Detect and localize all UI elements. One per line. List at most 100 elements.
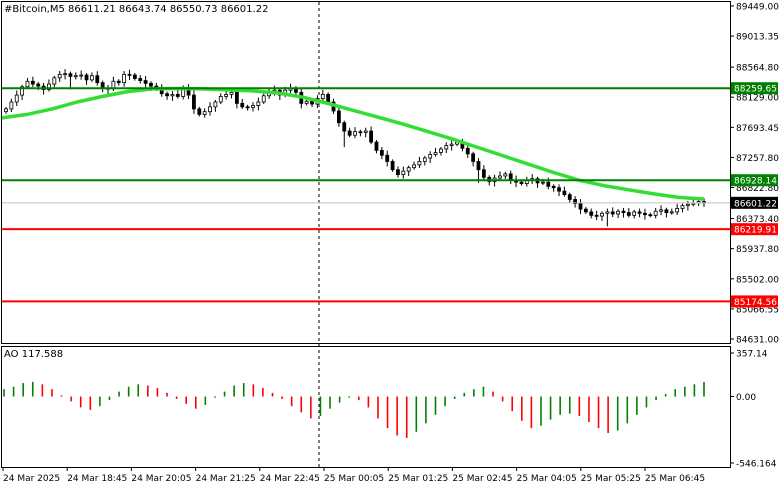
candle-body [406,167,411,172]
candle-body [626,212,631,216]
candle-body [79,74,84,77]
chart-symbol: #Bitcoin,M5 [4,4,65,15]
candle-body [481,169,486,178]
candle-body [256,101,261,106]
candle-body [417,161,422,166]
time-tick-label: 25 Mar 02:45 [452,474,512,484]
time-tick-label: 24 Mar 18:45 [67,474,127,484]
candle-body [90,75,94,81]
candle-body [648,214,653,217]
candle-body [573,199,578,205]
candle-body [342,122,347,132]
candle-body [175,93,180,97]
price-tick-label: 85066.55 [736,305,779,315]
current-price-marker: 86601.22 [2,196,778,209]
candle-body [224,93,229,97]
level-price-tag [731,82,778,95]
candle-body [149,82,153,87]
ao-tick-label: 357.14 [736,350,768,360]
candle-body [659,209,663,212]
time-tick-label: 25 Mar 04:05 [517,474,577,484]
candle-body [138,78,143,81]
price-tick-label: 84631.00 [736,336,779,346]
candle-body [616,210,620,215]
symbol-ohlc-header: #Bitcoin,M5 86611.21 86643.74 86550.73 8… [4,4,268,15]
candle-body [63,73,67,76]
candle-body [320,93,325,99]
level-price-tag [731,174,778,187]
indicator-label: AO 117.588 [4,349,64,360]
time-tick-label: 24 Mar 22:45 [260,474,320,484]
candle-body [84,74,89,81]
candle-body [304,100,309,104]
pane-frames [1,1,731,468]
candle-body [68,73,73,77]
candle-body [20,86,25,96]
candle-body [498,175,502,179]
time-axis: 24 Mar 2025 24 Mar 18:45 24 Mar 20:05 24 Ma… [2,467,705,484]
candle-body [261,95,266,103]
candle-body [428,154,433,159]
level-price-label: 86928.14 [734,177,777,187]
candle-body [30,80,35,85]
candle-body [508,173,513,181]
price-tick-label: 88564.80 [736,64,779,74]
candle-body [583,208,588,213]
time-tick-label: 25 Mar 01:25 [388,474,448,484]
candle-body [680,205,685,209]
candle-body [637,211,642,214]
candle-body [47,83,51,90]
ao-pane-frame [1,346,731,468]
candle-body [594,214,599,217]
candle-body [541,181,545,184]
candle-body [127,73,132,76]
candle-body [439,148,443,153]
ao-histogram [3,381,705,438]
candle-body [202,111,207,115]
current-price-label: 86601.22 [734,199,777,209]
candle-body [358,131,363,134]
ao-axis: 357.14 0.00 -546.164 [730,350,777,470]
price-tick-label: 85502.00 [736,275,779,285]
candle-body [326,93,331,103]
price-pane-frame [1,1,731,344]
price-tick-label: 89449.00 [736,3,779,13]
candle-body [578,203,583,210]
candle-body [374,141,379,151]
candle-body [567,194,572,200]
candle-body [36,83,41,87]
candle-body [444,145,449,150]
candle-body [600,212,604,217]
candle-body [503,173,508,177]
level-price-label: 88259.65 [734,85,777,95]
candle-body [234,91,239,104]
price-tick-label: 85937.80 [736,245,779,255]
ohlc-values: 86611.21 86643.74 86550.73 86601.22 [68,4,269,15]
candle-body [433,152,438,155]
candle-body [519,181,524,184]
time-tick-label: 24 Mar 2025 [3,474,60,484]
candle-body [449,143,454,146]
candle-body [57,73,62,79]
candle-body [25,80,30,88]
candle-body [685,203,690,207]
candle-body [412,164,416,169]
level-price-tag [731,295,778,308]
candle-body [52,77,57,85]
level-price-label: 86219.91 [734,226,777,236]
candle-body [245,106,250,109]
candle-body [73,75,78,78]
candle-body [643,212,647,216]
candle-body [664,209,669,213]
candle-body [363,130,368,133]
candle-body [251,105,255,108]
candle-body [562,190,567,196]
candle-body [143,80,148,84]
candle-body [213,101,218,108]
candle-body [546,181,551,187]
time-tick-label: 24 Mar 20:05 [131,474,191,484]
candle-body [610,211,615,215]
candle-body [396,169,400,175]
candle-body [589,211,594,216]
